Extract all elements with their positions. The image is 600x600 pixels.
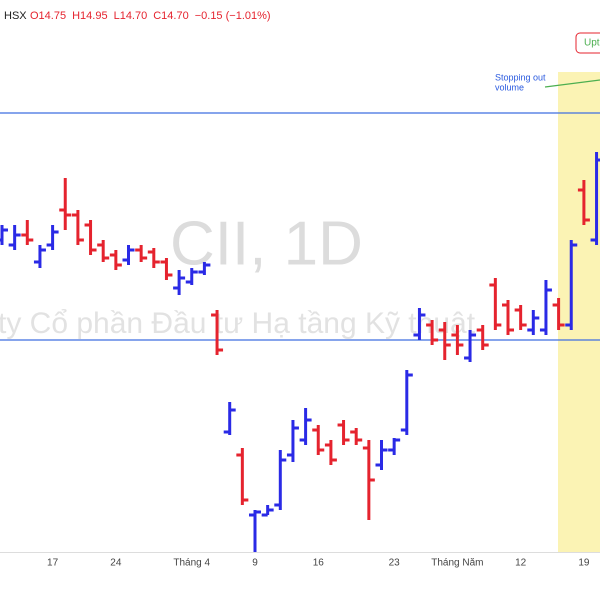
x-tick-label: Tháng Năm <box>431 558 483 569</box>
watermark-subtitle: ty Cổ phần Đầu tư Hạ tầng Kỹ thuật <box>0 307 476 340</box>
ohlc-value: O14.75 <box>30 10 66 22</box>
x-tick-label: Tháng 4 <box>173 558 210 569</box>
x-tick-label: 24 <box>110 558 122 569</box>
x-tick-label: 17 <box>47 558 59 569</box>
ohlc-value: H14.95 <box>72 10 107 22</box>
exchange: HSX <box>4 10 27 22</box>
x-tick-label: 23 <box>389 558 401 569</box>
ohlc-value: −0.15 (−1.01%) <box>195 10 271 22</box>
annotation: volume <box>495 82 524 92</box>
ohlc-value: L14.70 <box>114 10 148 22</box>
watermark: CII, 1D <box>170 209 363 278</box>
x-tick-label: 12 <box>515 558 527 569</box>
annotation-arrow <box>544 79 600 88</box>
x-tick-label: 9 <box>252 558 258 569</box>
ohlc-value: C14.70 <box>153 10 188 22</box>
x-tick-label: 16 <box>313 558 325 569</box>
annotation: Stopping out <box>495 72 546 82</box>
highlight-zone <box>558 72 600 552</box>
x-tick-label: 19 <box>578 558 590 569</box>
badge-text: Upth <box>584 38 600 49</box>
badge <box>575 32 600 54</box>
header: HSX O14.75 H14.95 L14.70 C14.70 −0.15 (−1.01… <box>4 10 271 22</box>
